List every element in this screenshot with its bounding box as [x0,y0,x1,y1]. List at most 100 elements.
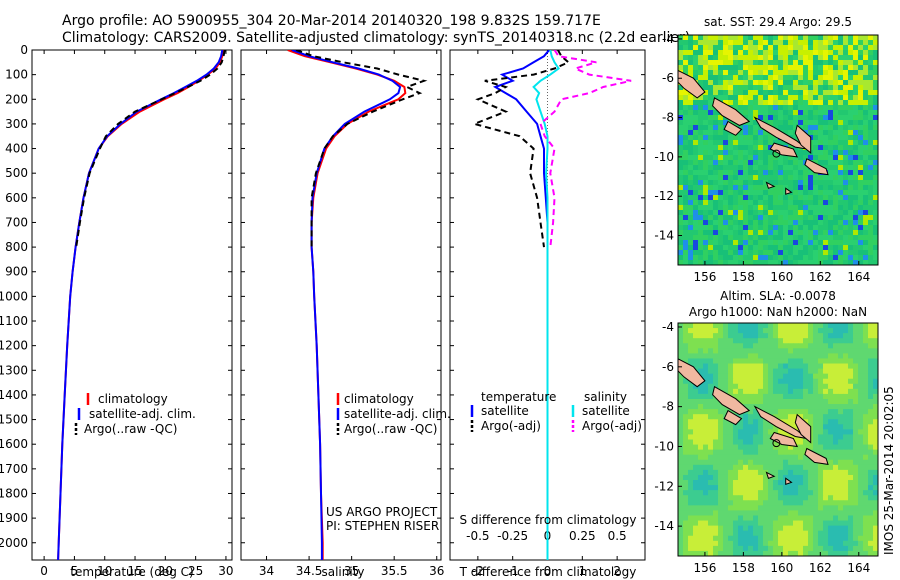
heatmap-cell [858,225,864,231]
heatmap-cell [833,388,839,395]
heatmap-cell [723,130,729,136]
heatmap-cell [818,343,824,349]
heatmap-cell [688,195,694,201]
heatmap-cell [713,260,719,265]
heatmap-cell [733,225,739,231]
heatmap-cell [838,60,844,66]
heatmap-cell [813,130,819,136]
heatmap-cell [783,373,789,380]
heatmap-cell [858,190,864,196]
heatmap-cell [738,165,744,171]
map-x-tick-label: 156 [693,270,716,284]
heatmap-cell [868,505,874,511]
heatmap-cell [803,65,809,71]
heatmap-cell [763,474,769,481]
heatmap-cell [723,353,729,359]
heatmap-cell [833,195,839,201]
heatmap-cell [743,323,749,329]
heatmap-cell [738,220,744,226]
heatmap-cell [738,60,744,66]
heatmap-cell [863,195,869,201]
heatmap-cell [698,200,704,206]
heatmap-cell [693,348,699,354]
heatmap-cell [788,383,794,390]
heatmap-cell [743,35,749,41]
heatmap-cell [743,55,749,61]
depth-tick-label: 1100 [0,314,28,328]
heatmap-cell [733,373,739,380]
heatmap-cell [758,393,764,400]
heatmap-cell [858,130,864,136]
heatmap-cell [788,333,794,339]
heatmap-cell [813,110,819,116]
heatmap-cell [828,200,834,206]
heatmap-cell [803,230,809,236]
heatmap-cell [698,495,704,501]
heatmap-cell [723,383,729,390]
heatmap-cell [873,150,878,156]
heatmap-cell [793,255,799,261]
heatmap-cell [848,180,854,186]
heatmap-cell [833,140,839,146]
heatmap-cell [703,368,709,375]
heatmap-cell [773,393,779,400]
heatmap-cell [828,65,834,71]
heatmap-cell [688,429,694,435]
heatmap-cell [873,250,878,256]
heatmap-cell [813,419,819,425]
heatmap-cell [688,235,694,241]
heatmap-cell [713,125,719,131]
heatmap-cell [743,454,749,461]
heatmap-cell [788,55,794,61]
heatmap-cell [718,485,724,491]
temperature-panel: 0100200300400500600700800900100011001200… [0,43,234,579]
x-tick-label: 0 [544,564,552,578]
heatmap-cell [868,240,874,246]
heatmap-cell [718,520,724,527]
heatmap-cell [738,225,744,231]
heatmap-cell [833,454,839,461]
heatmap-cell [733,328,739,334]
heatmap-cell [803,383,809,390]
heatmap-cell [853,454,859,461]
heatmap-cell [758,328,764,334]
heatmap-cell [778,449,784,456]
heatmap-cell [743,205,749,211]
heatmap-cell [703,464,709,471]
heatmap-cell [743,200,749,206]
heatmap-cell [718,414,724,420]
heatmap-cell [778,474,784,481]
heatmap-cell [703,490,709,496]
heatmap-cell [803,495,809,501]
heatmap-cell [803,245,809,251]
heatmap-cell [868,35,874,41]
heatmap-cell [788,419,794,425]
heatmap-cell [683,145,689,151]
heatmap-cell [833,353,839,359]
pi-annotation: PI: STEPHEN RISER [326,519,439,533]
heatmap-cell [783,358,789,364]
heatmap-cell [828,160,834,166]
heatmap-cell [838,180,844,186]
heatmap-cell [858,235,864,241]
heatmap-cell [808,100,814,106]
heatmap-cell [708,115,714,121]
heatmap-cell [848,200,854,206]
heatmap-cell [873,338,878,344]
heatmap-cell [708,90,714,96]
heatmap-cell [693,130,699,136]
heatmap-cell [698,135,704,141]
heatmap-cell [778,464,784,471]
heatmap-cell [803,505,809,511]
heatmap-cell [853,55,859,61]
heatmap-cell [828,70,834,76]
heatmap-cell [683,185,689,191]
heatmap-cell [708,490,714,496]
heatmap-cell [698,328,704,334]
heatmap-cell [723,363,729,369]
heatmap-cell [728,444,734,451]
heatmap-cell [778,454,784,461]
heatmap-cell [743,130,749,136]
heatmap-cell [813,439,819,445]
heatmap-cell [738,95,744,101]
